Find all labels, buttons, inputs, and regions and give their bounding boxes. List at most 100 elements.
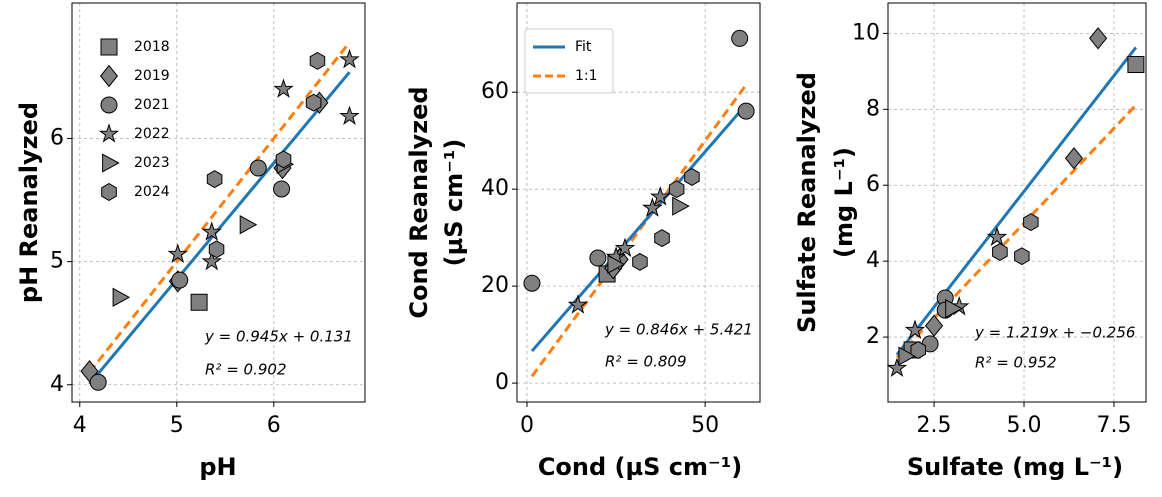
legend-frame: [524, 28, 614, 94]
point: [89, 373, 107, 391]
point: [112, 287, 131, 307]
y-tick-label: 10: [852, 20, 880, 45]
x-tick-label: 5.0: [1007, 413, 1042, 438]
point: [925, 314, 944, 337]
y-axis-label: (mg L⁻¹): [830, 147, 858, 258]
legend-marker: [98, 123, 120, 143]
point: [567, 294, 589, 314]
y-axis-label: pH Reanalyzed: [15, 102, 43, 303]
point: [731, 29, 749, 47]
point: [201, 221, 222, 241]
axes-frame: [887, 2, 1147, 403]
fit-line: [530, 103, 748, 353]
point: [273, 78, 294, 98]
x-tick-label: 4: [73, 413, 87, 438]
point: [206, 170, 223, 189]
point: [886, 357, 908, 377]
point: [910, 341, 926, 359]
point: [1023, 213, 1039, 232]
point: [1014, 247, 1030, 266]
x-tick-label: 2.5: [917, 413, 952, 438]
x-tick-label: 7.5: [1096, 413, 1131, 438]
legend-label: 2021: [134, 97, 170, 113]
point: [992, 243, 1008, 261]
legend-marker: [100, 38, 118, 56]
annotation: R² = 0.952: [975, 354, 1056, 372]
y-tick-label: 40: [481, 176, 509, 201]
y-axis-label: (µS cm⁻¹): [440, 139, 468, 267]
point: [632, 252, 648, 271]
legend-marker: [100, 96, 118, 114]
fit-line: [88, 71, 351, 386]
point: [684, 168, 700, 186]
point: [171, 271, 189, 289]
annotation: R² = 0.902: [205, 361, 286, 379]
point: [607, 254, 625, 274]
x-tick-label: 50: [691, 413, 719, 438]
point: [523, 274, 541, 292]
fit-line: [895, 46, 1138, 356]
annotation: y = 1.219x + −0.256: [974, 324, 1135, 342]
y-tick-label: 20: [481, 273, 509, 298]
point: [201, 250, 223, 271]
y-tick-label: 0: [495, 370, 509, 395]
point: [339, 48, 360, 69]
point: [642, 197, 663, 217]
legend-label: 2022: [134, 126, 170, 142]
point: [654, 229, 670, 248]
point: [898, 346, 916, 366]
annotation: R² = 0.809: [605, 353, 686, 371]
y-tick-label: 6: [866, 172, 880, 197]
point: [208, 240, 225, 259]
point: [1064, 147, 1084, 170]
y-tick-label: 6: [50, 125, 64, 150]
point: [589, 249, 607, 267]
axes-frame: [516, 2, 761, 403]
legend-marker: [101, 183, 117, 201]
legend-label: 2018: [134, 39, 170, 55]
x-tick-label: 0: [520, 413, 534, 438]
y-tick-label: 2: [866, 324, 880, 349]
point: [305, 93, 322, 112]
y-tick-label: 60: [481, 79, 509, 104]
y-tick-label: 4: [866, 248, 880, 273]
point: [1089, 27, 1108, 50]
point: [167, 243, 188, 263]
axes-frame: [71, 2, 366, 403]
point: [614, 237, 636, 258]
point: [249, 159, 267, 177]
x-tick-label: 6: [267, 413, 281, 438]
identity-line: [88, 41, 351, 374]
point: [239, 215, 258, 235]
x-axis-label: pH: [199, 453, 236, 481]
point: [650, 186, 671, 206]
point: [986, 226, 1008, 246]
annotation: y = 0.945x + 0.131: [204, 328, 353, 346]
x-tick-label: 5: [170, 413, 184, 438]
legend-marker: [102, 153, 120, 173]
legend-label: 1:1: [575, 68, 598, 84]
y-tick-label: 4: [50, 372, 64, 397]
point: [945, 298, 963, 319]
legend-label: 2023: [134, 155, 170, 171]
annotation: y = 0.846x + 5.421: [604, 321, 753, 339]
x-axis-label: Sulfate (mg L⁻¹): [907, 453, 1123, 481]
y-tick-label: 8: [866, 96, 880, 121]
point: [339, 105, 360, 125]
legend-label: 2024: [134, 184, 170, 200]
point: [737, 102, 755, 120]
point: [190, 293, 208, 311]
identity-line: [530, 84, 748, 378]
y-tick-label: 5: [50, 249, 64, 274]
identity-line: [895, 104, 1138, 359]
legend-label: 2019: [134, 68, 170, 84]
point: [904, 319, 926, 339]
point: [1127, 56, 1145, 73]
point: [672, 196, 690, 216]
point: [309, 51, 326, 70]
y-axis-label: Cond Reanalyzed: [405, 86, 433, 318]
point: [273, 180, 291, 198]
point: [275, 150, 292, 169]
legend-marker: [99, 64, 119, 88]
